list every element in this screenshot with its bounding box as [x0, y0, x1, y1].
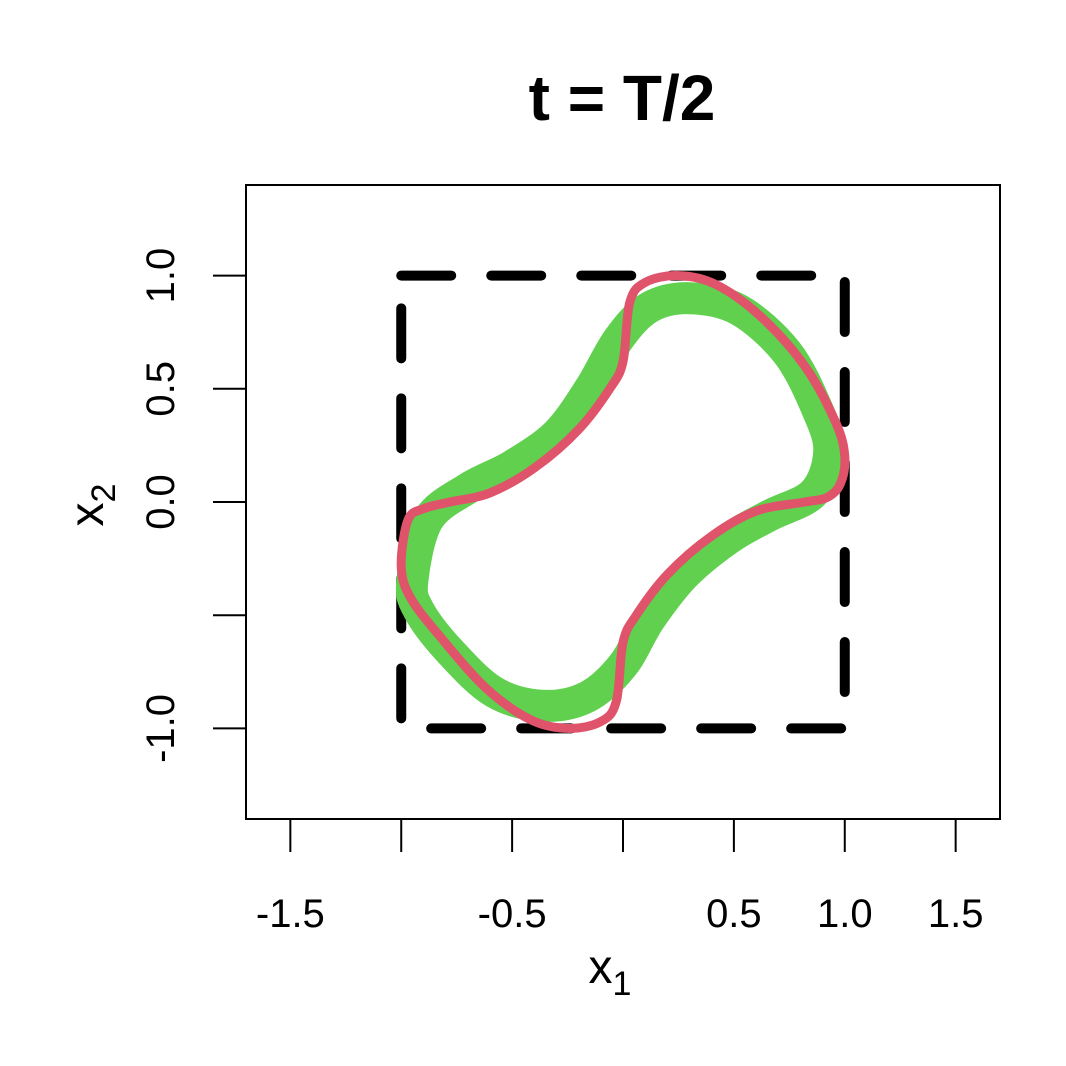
x-axis-label-sub: 1 — [613, 965, 632, 1003]
y-axis-label-sub: 2 — [85, 484, 123, 503]
y-axis: -1.0 0.0 0.5 1.0 — [139, 248, 246, 763]
y-tick-label: -1.0 — [139, 694, 183, 763]
x-axis: -1.5 -0.5 0.5 1.0 1.5 — [256, 819, 984, 936]
plot-marks — [395, 270, 850, 734]
y-axis-label: x2 — [61, 484, 123, 527]
chart-title: t = T/2 — [529, 62, 716, 134]
x-tick-label: -0.5 — [478, 892, 547, 936]
x-axis-label: x1 — [589, 941, 632, 1003]
sampled-contour-4 — [414, 286, 827, 718]
sampled-contour-2 — [416, 303, 825, 702]
x-tick-label: 1.0 — [817, 892, 873, 936]
dashed-box — [396, 270, 850, 734]
y-axis-label-base: x — [61, 502, 114, 526]
x-tick-label: 1.5 — [928, 892, 984, 936]
x-axis-label-base: x — [589, 941, 613, 994]
y-tick-label: 0.0 — [139, 474, 183, 530]
y-tick-label: 0.5 — [139, 361, 183, 417]
y-tick-label: 1.0 — [139, 248, 183, 304]
x-tick-label: -1.5 — [256, 892, 325, 936]
reference-contour — [396, 271, 850, 733]
x-tick-label: 0.5 — [706, 892, 762, 936]
